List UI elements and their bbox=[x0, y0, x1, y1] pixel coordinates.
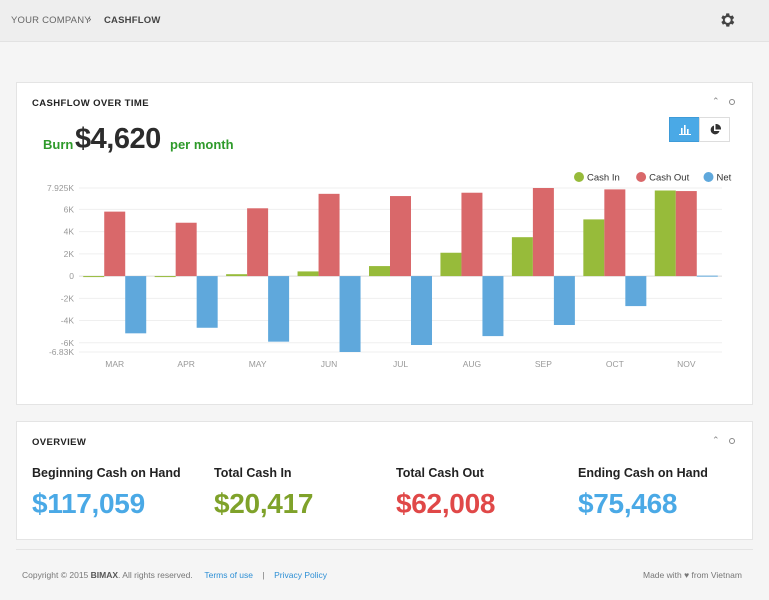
gear-icon[interactable] bbox=[718, 11, 736, 29]
terms-link[interactable]: Terms of use bbox=[204, 570, 253, 580]
y-tick-label: -6.83K bbox=[49, 347, 74, 357]
bar-net bbox=[268, 276, 290, 342]
stat-beginning-cash: Beginning Cash on Hand $117,059 bbox=[32, 466, 181, 520]
top-bar: YOUR COMPANY › CASHFLOW bbox=[0, 0, 769, 42]
bar-net bbox=[125, 276, 147, 334]
breadcrumb-chevron-icon: › bbox=[88, 14, 92, 25]
bar-chart-icon bbox=[679, 125, 691, 135]
x-tick-label: OCT bbox=[606, 359, 624, 369]
x-tick-label: MAR bbox=[105, 359, 124, 369]
stat-value: $117,059 bbox=[32, 488, 145, 519]
stat-total-cash-in: Total Cash In $20,417 bbox=[214, 466, 313, 520]
bar-cash-in bbox=[583, 219, 605, 277]
panel-options-icon[interactable] bbox=[729, 438, 735, 444]
panel-options-icon[interactable] bbox=[729, 99, 735, 105]
bar-net bbox=[696, 275, 718, 277]
bar-cash-in bbox=[511, 237, 533, 277]
burn-unit: per month bbox=[170, 137, 234, 152]
legend-label: Cash Out bbox=[649, 173, 689, 184]
breadcrumb-current-page: CASHFLOW bbox=[104, 15, 161, 26]
bar-cash-out bbox=[604, 189, 626, 277]
brand-name: BIMAX bbox=[90, 570, 119, 580]
panel-title: CASHFLOW OVER TIME bbox=[32, 98, 149, 109]
overview-panel: OVERVIEW ⌃ Beginning Cash on Hand $117,0… bbox=[16, 421, 753, 540]
stat-value: $75,468 bbox=[578, 488, 678, 519]
y-tick-label: 6K bbox=[64, 204, 75, 214]
breadcrumb-company[interactable]: YOUR COMPANY bbox=[11, 15, 91, 26]
stat-label: Ending Cash on Hand bbox=[578, 466, 708, 480]
bar-cash-out bbox=[318, 193, 340, 277]
x-tick-label: MAY bbox=[249, 359, 267, 369]
stat-label: Beginning Cash on Hand bbox=[32, 466, 181, 480]
bar-cash-in bbox=[297, 271, 319, 277]
legend-marker bbox=[574, 172, 584, 182]
footer-copyright: Copyright © 2015 BIMAX. All rights reser… bbox=[22, 570, 327, 580]
stat-value: $20,417 bbox=[214, 488, 314, 519]
copyright-prefix: Copyright © 2015 bbox=[22, 570, 89, 580]
legend-label: Cash In bbox=[587, 173, 620, 184]
footer-separator: | bbox=[262, 570, 265, 580]
legend-marker bbox=[703, 172, 714, 182]
collapse-icon[interactable]: ⌃ bbox=[712, 96, 720, 106]
bar-net bbox=[196, 276, 218, 328]
bar-net bbox=[553, 276, 575, 325]
pie-chart-icon bbox=[710, 124, 721, 135]
bar-cash-in bbox=[369, 266, 390, 277]
bar-cash-out bbox=[104, 211, 126, 277]
x-tick-label: SEP bbox=[535, 359, 552, 369]
y-tick-label: 0 bbox=[69, 271, 74, 281]
pie-chart-toggle-button[interactable] bbox=[699, 117, 730, 142]
bar-cash-in bbox=[654, 190, 676, 277]
x-tick-label: JUN bbox=[321, 359, 338, 369]
bar-cash-in bbox=[154, 276, 176, 278]
bar-cash-out bbox=[532, 188, 554, 277]
bar-cash-in bbox=[83, 276, 105, 278]
stat-total-cash-out: Total Cash Out $62,008 bbox=[396, 466, 495, 520]
burn-value: $4,620 bbox=[75, 123, 161, 155]
collapse-icon[interactable]: ⌃ bbox=[712, 435, 720, 445]
stat-label: Total Cash Out bbox=[396, 466, 484, 480]
footer-divider bbox=[16, 549, 753, 550]
bar-cash-out bbox=[461, 192, 483, 277]
y-tick-label: -2K bbox=[61, 293, 75, 303]
bar-cash-out bbox=[175, 222, 197, 277]
x-tick-label: AUG bbox=[463, 359, 481, 369]
y-tick-label: 4K bbox=[64, 227, 75, 237]
y-tick-label: -4K bbox=[61, 316, 75, 326]
stat-value: $62,008 bbox=[396, 488, 496, 519]
bar-cash-in bbox=[440, 252, 462, 277]
copyright-suffix: . All rights reserved. bbox=[118, 570, 193, 580]
bar-net bbox=[482, 276, 504, 337]
bar-net bbox=[339, 276, 361, 352]
footer-made-with: Made with ♥ from Vietnam bbox=[643, 570, 742, 580]
burn-label: Burn bbox=[43, 137, 74, 152]
bar-cash-out bbox=[247, 208, 269, 277]
panel-title: OVERVIEW bbox=[32, 437, 87, 448]
cashflow-chart: 7.925K 6K 4K 2K 0 -2K -4K -6K-6.83K MAR APR MAY JUN… bbox=[47, 172, 732, 369]
bar-chart-toggle-button[interactable] bbox=[669, 117, 700, 142]
cashflow-panel: CASHFLOW OVER TIME ⌃ Burn $4,620 per mon… bbox=[16, 82, 753, 405]
y-tick-label: -6K bbox=[61, 338, 75, 348]
x-tick-label: NOV bbox=[677, 359, 696, 369]
legend-label: Net bbox=[717, 173, 732, 184]
privacy-link[interactable]: Privacy Policy bbox=[274, 570, 328, 580]
bar-cash-in bbox=[226, 274, 248, 277]
stat-label: Total Cash In bbox=[214, 466, 292, 480]
bar-net bbox=[625, 276, 647, 307]
legend-marker bbox=[636, 172, 647, 182]
x-tick-label: APR bbox=[177, 359, 194, 369]
x-tick-label: JUL bbox=[393, 359, 408, 369]
bar-net bbox=[411, 276, 432, 345]
bar-cash-out bbox=[675, 191, 697, 277]
y-tick-label: 7.925K bbox=[47, 183, 74, 193]
stat-ending-cash: Ending Cash on Hand $75,468 bbox=[578, 466, 708, 520]
y-tick-label: 2K bbox=[64, 249, 75, 259]
bar-cash-out bbox=[390, 196, 411, 277]
